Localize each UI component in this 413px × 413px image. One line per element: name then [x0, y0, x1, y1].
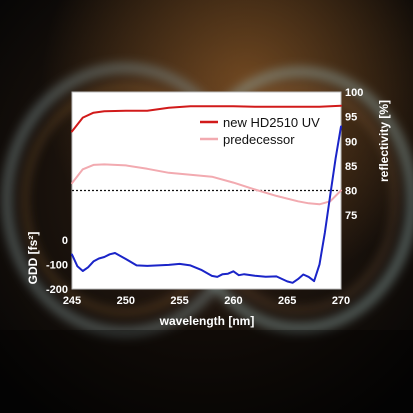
- right-tick-label: 85: [345, 161, 357, 173]
- series-line-gdd: [71, 125, 342, 284]
- left-tick-label: -200: [46, 284, 68, 296]
- right-axis-label: reflectivity [%]: [377, 100, 391, 182]
- series-line-predecessor: [71, 163, 342, 206]
- series-line-new: [71, 104, 342, 133]
- right-tick-label: 75: [345, 210, 357, 222]
- right-tick-label: 100: [345, 87, 363, 99]
- x-tick-label: 255: [170, 295, 188, 307]
- left-tick-label: 0: [62, 235, 68, 247]
- x-tick-label: 245: [63, 295, 81, 307]
- x-tick-label: 270: [332, 295, 350, 307]
- right-tick-label: 90: [345, 136, 357, 148]
- legend-label: predecessor: [223, 132, 295, 147]
- x-tick-label: 260: [224, 295, 242, 307]
- legend-label: new HD2510 UV: [223, 115, 320, 130]
- x-axis-label: wavelength [nm]: [159, 314, 255, 328]
- x-tick-label: 265: [278, 295, 296, 307]
- x-tick-label: 250: [117, 295, 135, 307]
- left-tick-label: -100: [46, 259, 68, 271]
- left-axis-label: GDD [fs²]: [26, 232, 40, 285]
- right-tick-label: 80: [345, 186, 357, 198]
- right-tick-label: 95: [345, 112, 357, 124]
